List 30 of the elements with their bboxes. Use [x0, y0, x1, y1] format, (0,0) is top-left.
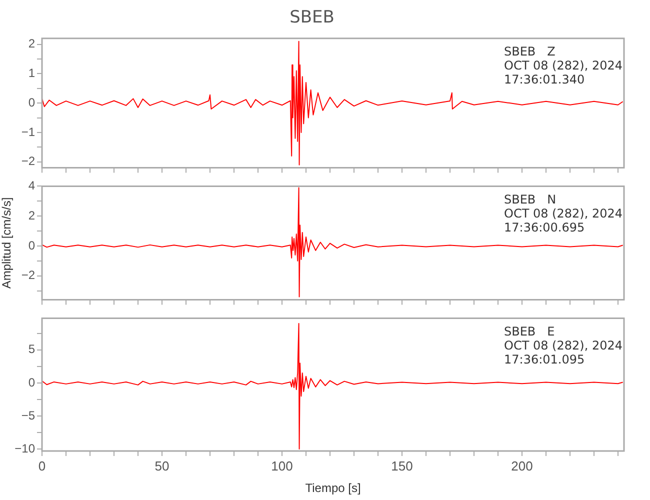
annotation: 17:36:01.340 [504, 72, 585, 87]
y-tick-label: 5 [28, 342, 36, 356]
y-tick-label: 2 [28, 36, 36, 51]
y-tick-label: 0 [28, 375, 36, 390]
annotation: OCT 08 (282), 2024 [504, 58, 622, 73]
x-tick-label: 150 [391, 458, 413, 474]
annotation: SBEB Z [504, 44, 556, 59]
annotation: 17:36:01.095 [504, 352, 585, 366]
x-tick-label: 200 [511, 458, 533, 474]
y-tick-label: −2 [21, 154, 36, 168]
y-tick-label: 2 [28, 208, 36, 222]
y-tick-label: 4 [28, 178, 36, 193]
y-tick-label: 0 [28, 95, 36, 110]
y-tick-label: 1 [28, 66, 36, 80]
x-axis-title: Tiempo [s] [305, 481, 361, 496]
annotation: 17:36:00.695 [504, 220, 585, 234]
x-tick-label: 0 [38, 458, 46, 474]
y-tick-label: 0 [28, 238, 36, 252]
y-tick-label: −5 [21, 408, 36, 422]
x-tick-label: 100 [271, 458, 293, 474]
annotation: OCT 08 (282), 2024 [504, 338, 622, 352]
annotation: SBEB N [504, 192, 556, 206]
y-tick-label: −2 [21, 268, 36, 282]
annotation: SBEB E [504, 324, 555, 338]
y-tick-label: −1 [21, 124, 36, 139]
y-tick-label: −10 [14, 441, 36, 456]
chart-title: SBEB [290, 8, 334, 28]
annotation: OCT 08 (282), 2024 [504, 206, 622, 220]
y-axis-title: Amplitud [cm/s/s] [0, 197, 14, 289]
x-tick-label: 50 [154, 458, 170, 474]
